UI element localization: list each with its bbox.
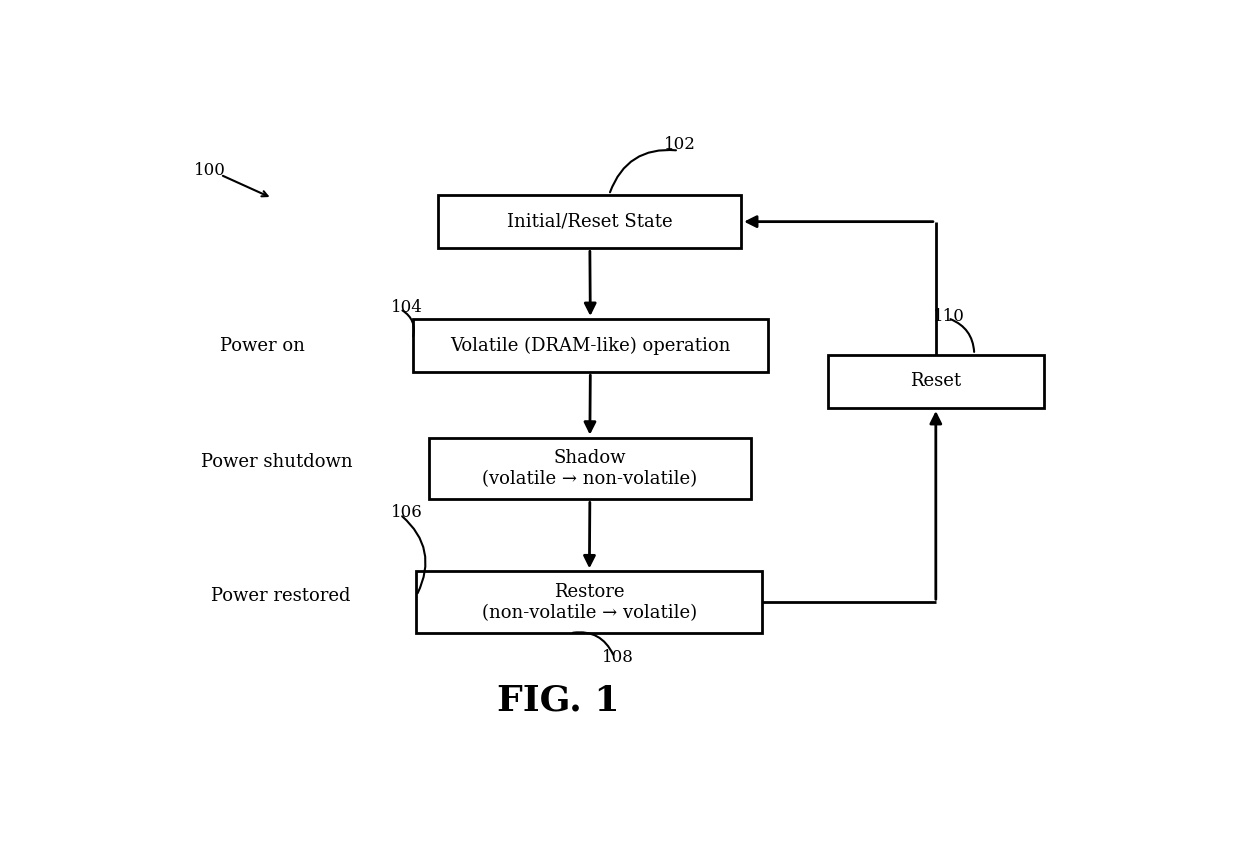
Text: 110: 110 bbox=[934, 308, 965, 325]
Text: 106: 106 bbox=[391, 504, 422, 521]
Text: FIG. 1: FIG. 1 bbox=[497, 684, 620, 718]
Text: Power shutdown: Power shutdown bbox=[201, 453, 352, 471]
Text: Initial/Reset State: Initial/Reset State bbox=[507, 213, 672, 230]
Text: Power restored: Power restored bbox=[211, 587, 350, 605]
FancyBboxPatch shape bbox=[828, 355, 1044, 408]
FancyBboxPatch shape bbox=[413, 318, 768, 373]
Text: 104: 104 bbox=[391, 299, 423, 316]
Text: Restore
(non-volatile → volatile): Restore (non-volatile → volatile) bbox=[482, 583, 697, 622]
Text: Volatile (DRAM-like) operation: Volatile (DRAM-like) operation bbox=[450, 336, 730, 355]
Text: Shadow
(volatile → non-volatile): Shadow (volatile → non-volatile) bbox=[482, 449, 697, 488]
Text: Reset: Reset bbox=[910, 373, 961, 390]
Text: 100: 100 bbox=[193, 162, 226, 179]
Text: 102: 102 bbox=[665, 136, 696, 152]
FancyBboxPatch shape bbox=[429, 438, 751, 500]
Text: 108: 108 bbox=[601, 649, 634, 666]
FancyBboxPatch shape bbox=[439, 195, 742, 248]
Text: Power on: Power on bbox=[221, 336, 305, 355]
FancyBboxPatch shape bbox=[417, 571, 763, 634]
